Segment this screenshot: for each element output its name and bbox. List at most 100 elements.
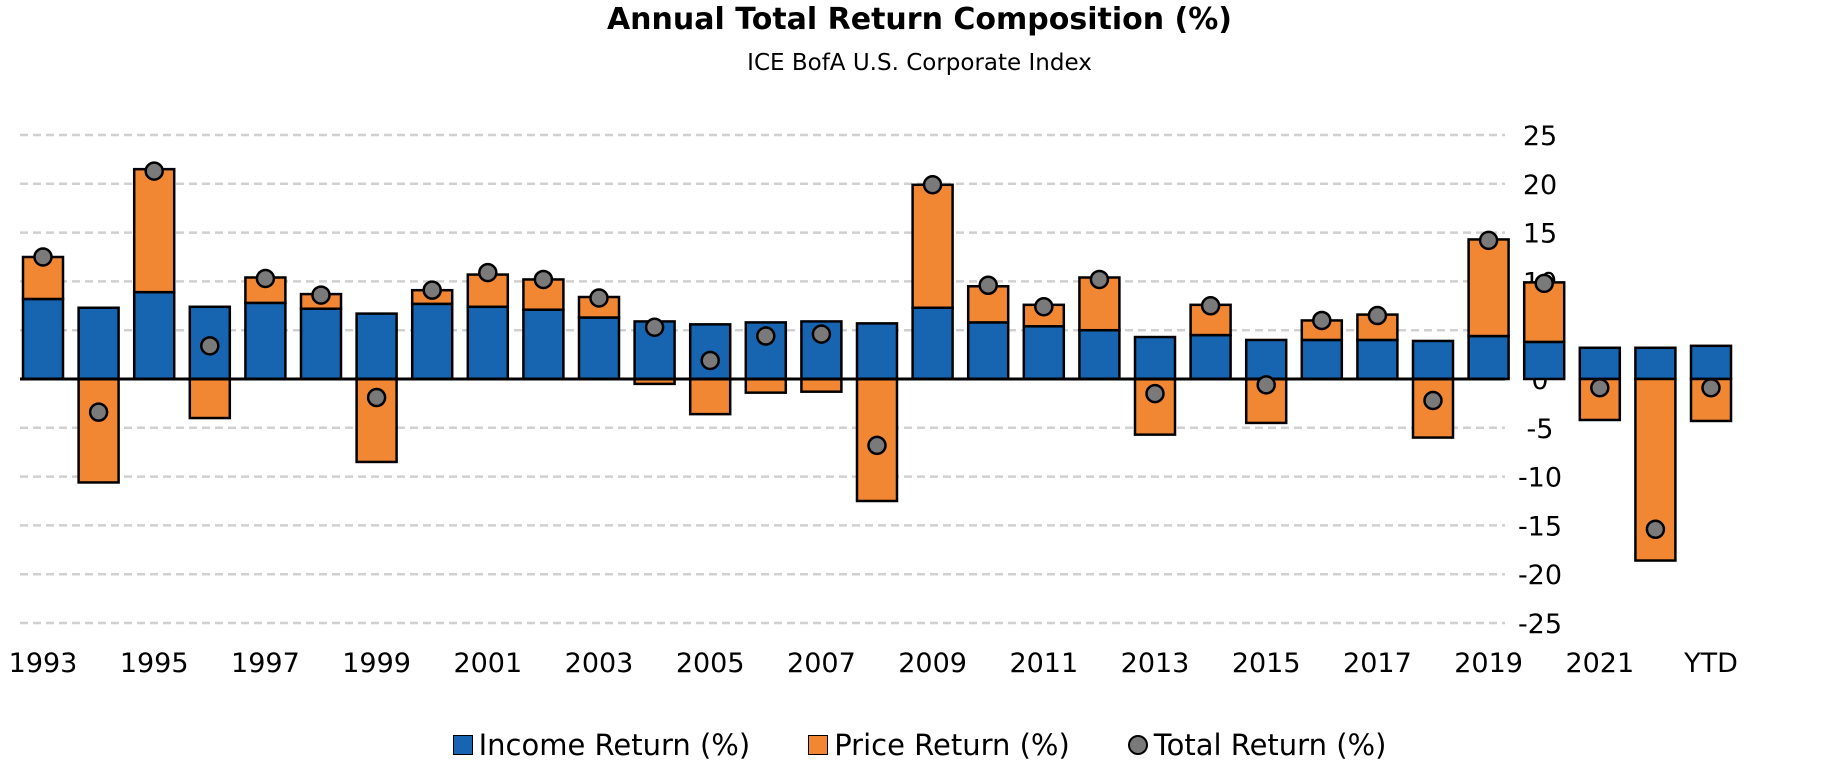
total-return-point	[200, 336, 220, 356]
total-return-point	[1423, 390, 1443, 411]
income-bar	[1022, 325, 1066, 381]
income-bar	[1522, 340, 1566, 381]
price-bar	[188, 377, 232, 420]
x-tick-label: 2003	[565, 648, 634, 679]
x-tick-label: 2001	[453, 648, 522, 679]
total-return-point	[1089, 269, 1110, 290]
price-bar	[800, 377, 843, 393]
x-tick-label: 2011	[1009, 648, 1078, 679]
income-bar	[855, 322, 899, 381]
income-bar	[77, 306, 120, 381]
legend-label-price: Price Return (%)	[834, 728, 1070, 762]
legend-item-total: Total Return (%)	[1127, 728, 1387, 762]
legend-item-price: Price Return (%)	[808, 728, 1070, 762]
total-return-point	[978, 275, 998, 296]
income-bar	[911, 306, 954, 381]
x-tick-label: 2021	[1565, 648, 1634, 679]
price-bar	[744, 377, 788, 394]
total-return-point	[33, 247, 53, 267]
chart-subtitle: ICE BofA U.S. Corporate Index	[747, 50, 1092, 76]
total-return-point	[1200, 296, 1221, 316]
total-return-point	[255, 268, 276, 289]
x-tick-label: YTD	[1683, 648, 1738, 679]
x-tick-label: 2015	[1232, 648, 1301, 679]
price-bar	[1467, 238, 1510, 338]
total-return-point	[1534, 273, 1554, 294]
total-return-point	[1367, 305, 1388, 326]
chart-title: Annual Total Return Composition (%)	[606, 2, 1233, 37]
y-tick-label: -5	[1527, 414, 1554, 445]
income-bar	[1578, 346, 1622, 381]
total-return-point	[1312, 310, 1332, 331]
total-return-point	[366, 387, 387, 408]
total-return-point	[478, 262, 498, 283]
y-tick-label: 15	[1523, 219, 1557, 250]
total-return-point	[533, 269, 554, 290]
income-bar	[21, 297, 65, 381]
total-return-point	[1478, 230, 1499, 251]
income-bar	[1300, 338, 1344, 381]
x-tick-label: 1997	[231, 648, 300, 679]
price-bar	[688, 377, 732, 416]
income-bar	[1689, 344, 1733, 381]
total-return-point	[144, 161, 164, 181]
income-bar	[1356, 338, 1399, 381]
legend: Income Return (%) Price Return (%) Total…	[0, 728, 1839, 762]
legend-label-total: Total Return (%)	[1153, 728, 1387, 762]
total-return-point	[1590, 378, 1610, 398]
y-tick-label: 20	[1523, 170, 1557, 201]
total-return-point	[922, 175, 943, 195]
income-bar	[1467, 334, 1510, 381]
x-tick-label: 2009	[898, 648, 967, 679]
income-bar	[577, 316, 621, 381]
total-return-point	[422, 280, 442, 300]
income-bar	[1634, 346, 1677, 381]
income-bar	[1244, 338, 1288, 381]
y-tick-label: -10	[1518, 463, 1562, 494]
legend-swatch-price	[808, 735, 829, 755]
total-return-point	[1256, 375, 1276, 395]
total-return-point	[589, 288, 609, 308]
legend-swatch-income	[452, 735, 473, 755]
income-bar	[410, 302, 454, 381]
income-bar	[1411, 339, 1455, 381]
total-return-point	[311, 285, 331, 305]
total-return-point	[1145, 383, 1165, 404]
total-return-point	[700, 350, 720, 371]
income-bar	[966, 321, 1010, 381]
price-bar	[132, 167, 176, 294]
income-bar	[1133, 335, 1177, 381]
total-return-point	[811, 324, 832, 344]
price-bar	[911, 183, 954, 310]
x-tick-label: 2005	[676, 648, 745, 679]
income-bar	[466, 305, 510, 381]
total-return-point	[88, 402, 109, 422]
y-tick-label: 25	[1523, 121, 1557, 152]
total-return-point	[756, 326, 776, 346]
legend-marker-total	[1127, 735, 1148, 755]
price-bar	[77, 377, 120, 484]
y-tick-label: -20	[1518, 560, 1562, 591]
income-bar	[522, 308, 565, 381]
x-tick-label: 2007	[787, 648, 856, 679]
income-bar	[299, 307, 343, 381]
y-tick-label: -25	[1518, 609, 1562, 640]
x-tick-label: 2013	[1121, 648, 1190, 679]
legend-label-income: Income Return (%)	[478, 728, 751, 762]
income-bar	[1189, 333, 1232, 381]
legend-item-income: Income Return (%)	[452, 728, 751, 762]
y-tick-label: -15	[1518, 511, 1562, 542]
income-bar	[355, 312, 398, 381]
total-return-point	[644, 317, 665, 338]
total-return-point	[1645, 519, 1666, 540]
income-bar	[1078, 328, 1121, 381]
x-tick-label: 1999	[342, 648, 411, 679]
total-return-point	[1701, 378, 1721, 398]
x-tick-label: 2019	[1454, 648, 1523, 679]
stacked-bar-chart: 2520151050-5-10-15-20-251993199519971999…	[9, 121, 1738, 679]
total-return-point	[867, 435, 887, 456]
x-tick-label: 1995	[120, 648, 189, 679]
x-tick-label: 1993	[9, 648, 78, 679]
x-tick-label: 2017	[1343, 648, 1412, 679]
income-bar	[132, 290, 176, 381]
